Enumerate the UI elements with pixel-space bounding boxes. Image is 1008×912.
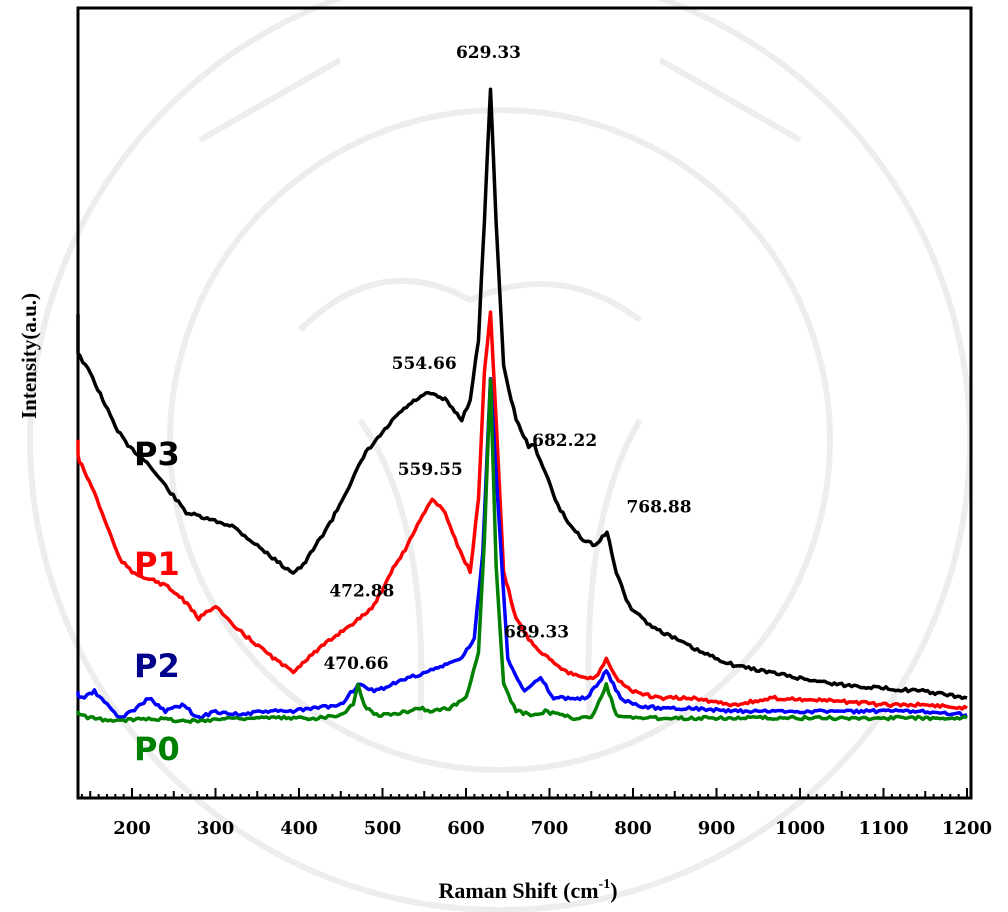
peak-label: 554.66 bbox=[392, 354, 457, 374]
series-layer bbox=[76, 87, 968, 724]
series-line-p1 bbox=[76, 310, 968, 711]
plot-frame bbox=[76, 6, 973, 800]
peak-annotations: 629.33 554.66 682.22 768.88 559.55 472.88 689.… bbox=[323, 43, 691, 674]
series-line-p2 bbox=[76, 377, 968, 721]
peak-label: 768.88 bbox=[626, 497, 691, 517]
x-axis-title-end: ) bbox=[610, 878, 617, 903]
x-tick-label: 300 bbox=[197, 818, 235, 839]
x-tick-label: 200 bbox=[113, 818, 151, 839]
peak-label: 470.66 bbox=[323, 654, 388, 674]
x-tick-label: 800 bbox=[614, 818, 652, 839]
x-axis-title-main: Raman Shift (cm bbox=[438, 878, 598, 903]
x-tick-label: 700 bbox=[531, 818, 569, 839]
series-line-p3 bbox=[76, 87, 968, 701]
series-label-p1: P1 bbox=[134, 545, 180, 583]
x-axis-tick-labels: 200 300 400 500 600 700 800 900 1000 1100 1200 bbox=[113, 818, 992, 839]
x-tick-label: 900 bbox=[698, 818, 736, 839]
peak-label: 629.33 bbox=[456, 43, 521, 63]
x-tick-label: 1100 bbox=[858, 818, 908, 839]
series-label-p0: P0 bbox=[134, 730, 180, 768]
series-label-p2: P2 bbox=[134, 647, 180, 685]
series-labels: P3 P1 P2 P0 bbox=[134, 435, 180, 768]
x-tick-label: 500 bbox=[364, 818, 402, 839]
peak-label: 559.55 bbox=[398, 460, 463, 480]
x-tick-label: 600 bbox=[447, 818, 485, 839]
y-axis-title: Intensity(a.u.) bbox=[17, 293, 41, 419]
series-label-p3: P3 bbox=[134, 435, 180, 473]
peak-label: 472.88 bbox=[329, 582, 394, 602]
peak-label: 689.33 bbox=[504, 623, 569, 643]
x-axis-ticks bbox=[80, 788, 968, 798]
x-axis-title: Raman Shift (cm-1) bbox=[438, 877, 617, 903]
x-tick-label: 400 bbox=[280, 818, 318, 839]
x-axis-title-sup: -1 bbox=[599, 877, 611, 892]
x-tick-label: 1200 bbox=[942, 818, 992, 839]
series-line-p0 bbox=[76, 377, 968, 724]
peak-label: 682.22 bbox=[532, 431, 597, 451]
x-tick-label: 1000 bbox=[775, 818, 825, 839]
